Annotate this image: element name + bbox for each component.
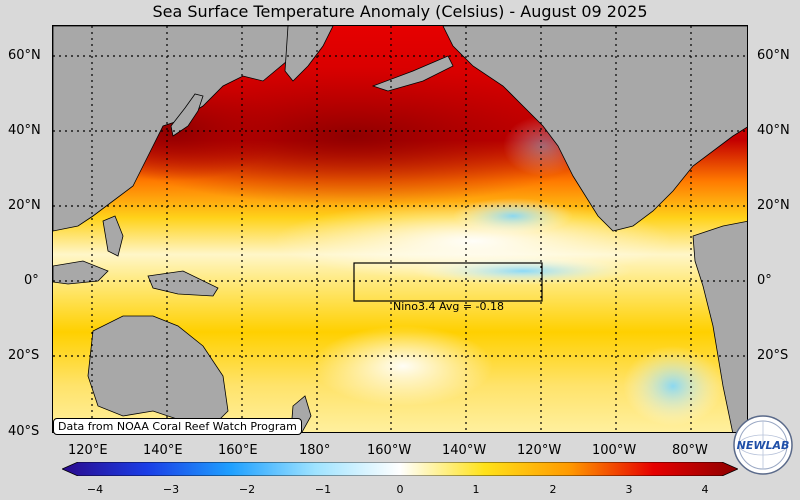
japan-land: [170, 93, 204, 137]
map-title: Sea Surface Temperature Anomaly (Celsius…: [152, 2, 648, 21]
lon-label-160w: 160°W: [367, 443, 412, 458]
philippines-land: [102, 215, 124, 257]
landmasses: [53, 26, 747, 432]
sst-anomaly-map: [52, 25, 748, 433]
colorbar-tick-0: 0: [396, 483, 404, 496]
lat-label-left-20s: 20°S: [8, 348, 40, 363]
lon-label-160e: 160°E: [218, 443, 258, 458]
graticule: [53, 26, 747, 432]
alaska-peninsula-land: [371, 55, 454, 92]
lon-label-180: 180°: [299, 443, 331, 458]
colorbar-tick-neg2: −2: [238, 483, 256, 496]
lat-label-right-eq: 0°: [757, 273, 772, 288]
lat-label-left-20n: 20°N: [8, 198, 41, 213]
nino34-region-box: [353, 262, 543, 302]
svg-text:NEWLAB: NEWLAB: [737, 439, 790, 452]
south-pacific-neutral-patch: [313, 326, 493, 406]
southeast-pacific-cool-anomaly: [623, 346, 723, 426]
central-pacific-cool-anomaly: [453, 198, 573, 234]
asia-land: [53, 26, 304, 232]
lon-label-120w: 120°W: [517, 443, 562, 458]
colorbar-gradient: [62, 462, 738, 476]
south-america-land: [692, 220, 747, 432]
indonesia-land: [53, 260, 109, 285]
lat-label-left-eq: 0°: [24, 273, 39, 288]
kamchatka-land: [284, 26, 334, 82]
lon-label-100w: 100°W: [592, 443, 637, 458]
colorbar-tick-3: 3: [625, 483, 633, 496]
colorbar-tick-2: 2: [549, 483, 557, 496]
lat-label-right-60n: 60°N: [757, 48, 790, 63]
colorbar-tick-neg1: −1: [314, 483, 332, 496]
colorbar-tick-neg4: −4: [86, 483, 104, 496]
colorbar: [62, 462, 738, 476]
lon-label-140w: 140°W: [442, 443, 487, 458]
lon-label-80w: 80°W: [672, 443, 708, 458]
data-source-note: Data from NOAA Coral Reef Watch Program: [53, 418, 302, 435]
colorbar-tick-neg3: −3: [162, 483, 180, 496]
lat-label-right-20s: 20°S: [757, 348, 789, 363]
nino34-average-label: Nino3.4 Avg = -0.18: [393, 300, 505, 313]
lon-label-120e: 120°E: [68, 443, 108, 458]
north-america-land: [442, 26, 747, 232]
newlab-logo: NEWLAB: [733, 415, 793, 475]
map-canvas: [53, 26, 747, 432]
lon-label-140e: 140°E: [143, 443, 183, 458]
lat-label-left-40s: 40°S: [8, 424, 40, 439]
lat-label-left-40n: 40°N: [8, 123, 41, 138]
lat-label-right-20n: 20°N: [757, 198, 790, 213]
lat-label-right-40n: 40°N: [757, 123, 790, 138]
colorbar-tick-1: 1: [472, 483, 480, 496]
lat-label-left-60n: 60°N: [8, 48, 41, 63]
equatorial-cool-anomaly: [413, 257, 633, 285]
new-guinea-land: [147, 270, 219, 297]
colorbar-tick-4: 4: [701, 483, 709, 496]
